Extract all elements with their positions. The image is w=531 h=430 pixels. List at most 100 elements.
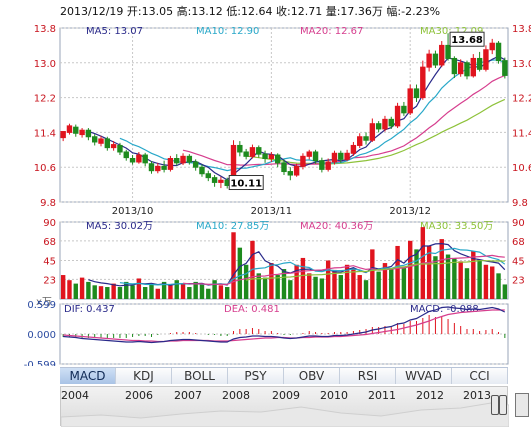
macd-tick-left: -0.599 <box>24 360 56 366</box>
volume-bar <box>193 281 198 299</box>
tab-psy[interactable]: PSY <box>228 368 284 384</box>
volume-bar <box>471 251 476 299</box>
candle-body <box>287 171 294 176</box>
volume-bar <box>490 266 495 299</box>
volume-bar <box>262 277 268 299</box>
volume-bar <box>212 280 217 299</box>
legend-label: MA10: 27.85万 <box>196 221 269 232</box>
candle-body <box>98 138 104 144</box>
volume-bar <box>332 269 337 299</box>
year-label: 2010 <box>320 389 348 402</box>
tab-boll[interactable]: BOLL <box>172 368 228 384</box>
candle-body <box>123 151 129 159</box>
candle-body <box>432 53 439 66</box>
legend-label: MA5: 30.02万 <box>86 221 153 232</box>
range-handle-right[interactable] <box>499 395 507 415</box>
year-label: 2012 <box>416 389 444 402</box>
candle-body <box>136 154 142 163</box>
candle-body <box>489 42 495 51</box>
tab-kdj[interactable]: KDJ <box>116 368 172 384</box>
volume-tick-right: 90 <box>512 218 525 229</box>
candle-body <box>369 123 376 141</box>
date-tick-label: 2013/10 <box>112 206 154 217</box>
tab-macd[interactable]: MACD <box>60 368 116 384</box>
candle-body <box>60 131 66 139</box>
volume-bar <box>86 281 91 299</box>
volume-bar <box>206 288 211 299</box>
price-tick-left: 12.2 <box>34 94 56 105</box>
quote-date: 2013/12/19 <box>60 5 124 18</box>
price-callout-box <box>228 175 264 191</box>
candle-body <box>306 151 312 157</box>
candle-body <box>237 144 243 153</box>
quote-summary: 2013/12/19 开:13.05 高:13.12 低:12.64 收:12.… <box>60 3 440 19</box>
candle-body <box>73 126 79 134</box>
timeline-navigator[interactable]: 2004 2006 2007 2008 2009 2010 2011 2012 … <box>60 386 509 427</box>
candle-body <box>319 160 325 170</box>
volume-bar <box>149 283 154 299</box>
volume-bar <box>136 278 142 299</box>
volume-bar <box>439 239 444 299</box>
volume-bar <box>98 286 104 299</box>
candle-body <box>407 88 413 114</box>
volume-ma20-line <box>182 254 505 286</box>
candle-body <box>331 152 338 163</box>
range-handle-left[interactable] <box>491 395 499 415</box>
price-callout-label: 10.11 <box>230 179 262 190</box>
tab-obv[interactable]: OBV <box>284 368 340 384</box>
volume-tick-left: 90 <box>43 218 56 229</box>
tab-wvad[interactable]: WVAD <box>396 368 452 384</box>
candle-body <box>167 158 174 170</box>
quote-high: 高:13.12 <box>176 5 223 18</box>
candle-body <box>375 123 382 130</box>
volume-bar <box>483 264 489 299</box>
volume-bar <box>237 247 243 299</box>
range-close-handle[interactable] <box>515 393 529 417</box>
price-tick-left: 13.8 <box>34 24 56 35</box>
candle-body <box>457 62 464 75</box>
volume-tick-left: 23 <box>43 275 56 286</box>
candle-body <box>426 53 432 68</box>
price-tick-right: 10.6 <box>512 163 531 174</box>
indicator-tabs: MACD KDJ BOLL PSY OBV RSI WVAD CCI <box>60 367 508 384</box>
legend-label: DEA: 0.481 <box>224 304 280 315</box>
candle-body <box>142 154 148 164</box>
price-tick-left: 11.4 <box>34 128 56 139</box>
candle-body <box>110 144 117 149</box>
candle-body <box>85 129 92 138</box>
candle-body <box>388 118 394 127</box>
legend-label: MACD: -0.088 <box>410 304 479 315</box>
candle-body <box>476 57 483 70</box>
candle-body <box>281 162 287 173</box>
volume-bar <box>124 281 129 299</box>
macd-tick-left: 0.599 <box>27 300 56 311</box>
price-tick-right: 9.8 <box>512 198 528 209</box>
candle-body <box>66 125 73 133</box>
tab-rsi[interactable]: RSI <box>340 368 396 384</box>
stock-chart[interactable]: 13.8 13.8 13.0 13.0 12.2 12.2 11.4 11.4 10.6 10.6… <box>0 0 531 366</box>
volume-bar <box>389 268 394 299</box>
candle-body <box>445 44 451 59</box>
candle-body <box>451 57 458 75</box>
year-label: 2004 <box>61 389 89 402</box>
tab-cci[interactable]: CCI <box>452 368 508 384</box>
candle-body <box>274 154 281 164</box>
candle-body <box>344 152 350 160</box>
candle-body <box>148 163 155 172</box>
volume-bar <box>105 287 110 299</box>
legend-label: MA20: 12.67 <box>300 26 363 37</box>
price-tick-left: 10.6 <box>34 163 56 174</box>
price-tick-right: 13.8 <box>512 24 531 35</box>
volume-bar <box>243 264 249 299</box>
volume-bar <box>256 273 261 299</box>
volume-bar <box>168 285 173 299</box>
volume-bar <box>344 264 350 299</box>
volume-bar <box>351 268 356 299</box>
candle-body <box>199 166 205 175</box>
macd-tick-left: 0.000 <box>27 330 56 341</box>
volume-bar <box>180 283 186 299</box>
candle-body <box>104 138 111 149</box>
legend-label: MA30: 12.09 <box>420 26 483 37</box>
legend-label: MA20: 40.36万 <box>300 221 373 232</box>
legend-label: MA30: 33.50万 <box>420 221 493 232</box>
